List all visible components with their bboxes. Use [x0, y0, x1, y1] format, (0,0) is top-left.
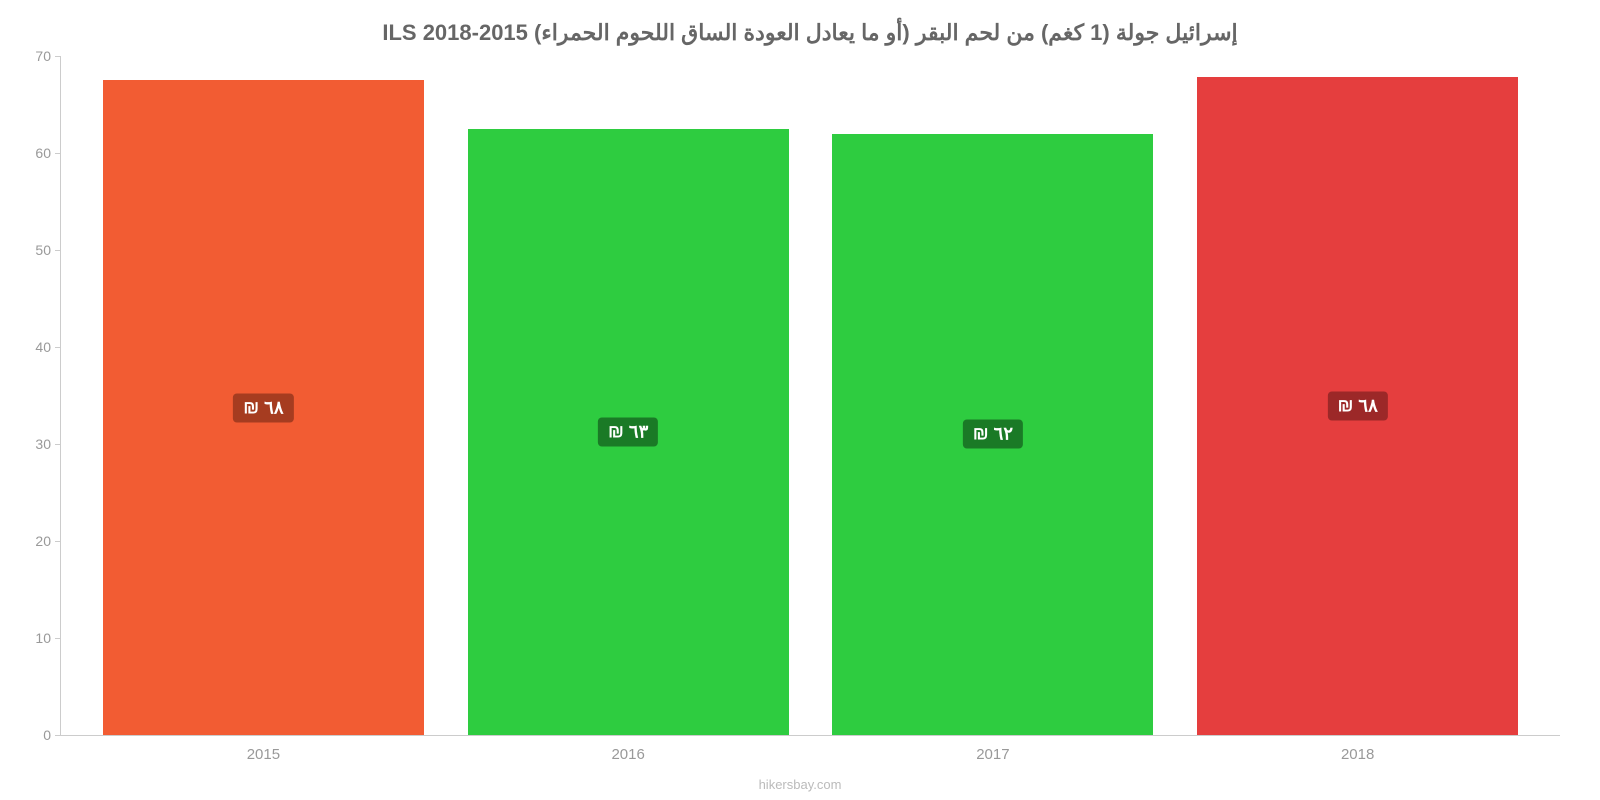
bar: ٦٨ ₪ [103, 80, 424, 735]
x-tick-label: 2017 [832, 746, 1153, 763]
y-tick-mark [55, 735, 61, 736]
y-tick-label: 50 [16, 242, 51, 258]
bar-group: ٦٨ ₪2015 [103, 56, 424, 735]
chart-title: إسرائيل جولة (1 كغم) من لحم البقر (أو ما… [60, 20, 1560, 46]
y-tick-mark [55, 541, 61, 542]
chart-container: إسرائيل جولة (1 كغم) من لحم البقر (أو ما… [0, 0, 1600, 800]
bar-value-label: ٦٢ ₪ [963, 420, 1023, 449]
y-tick-label: 0 [16, 727, 51, 743]
bar-value-label: ٦٨ ₪ [233, 393, 293, 422]
y-tick-mark [55, 250, 61, 251]
bar: ٦٣ ₪ [468, 129, 789, 735]
bar-value-label: ٦٣ ₪ [598, 417, 658, 446]
bar: ٦٨ ₪ [1197, 77, 1518, 735]
y-tick-mark [55, 347, 61, 348]
bar-group: ٦٨ ₪2018 [1197, 56, 1518, 735]
y-tick-label: 40 [16, 339, 51, 355]
x-tick-label: 2015 [103, 746, 424, 763]
x-tick-label: 2016 [468, 746, 789, 763]
y-tick-label: 70 [16, 48, 51, 64]
x-tick-label: 2018 [1197, 746, 1518, 763]
y-tick-mark [55, 153, 61, 154]
bar-value-label: ٦٨ ₪ [1327, 392, 1387, 421]
bar: ٦٢ ₪ [832, 134, 1153, 735]
bar-group: ٦٢ ₪2017 [832, 56, 1153, 735]
y-axis: 010203040506070 [16, 56, 56, 735]
attribution-text: hikersbay.com [759, 777, 842, 792]
y-tick-label: 20 [16, 533, 51, 549]
y-tick-mark [55, 56, 61, 57]
y-tick-label: 30 [16, 436, 51, 452]
y-tick-mark [55, 444, 61, 445]
y-tick-mark [55, 638, 61, 639]
bar-group: ٦٣ ₪2016 [468, 56, 789, 735]
y-tick-label: 60 [16, 145, 51, 161]
plot-area: 010203040506070 ٦٨ ₪2015٦٣ ₪2016٦٢ ₪2017… [60, 56, 1560, 736]
y-tick-label: 10 [16, 630, 51, 646]
bars-container: ٦٨ ₪2015٦٣ ₪2016٦٢ ₪2017٦٨ ₪2018 [61, 56, 1560, 735]
